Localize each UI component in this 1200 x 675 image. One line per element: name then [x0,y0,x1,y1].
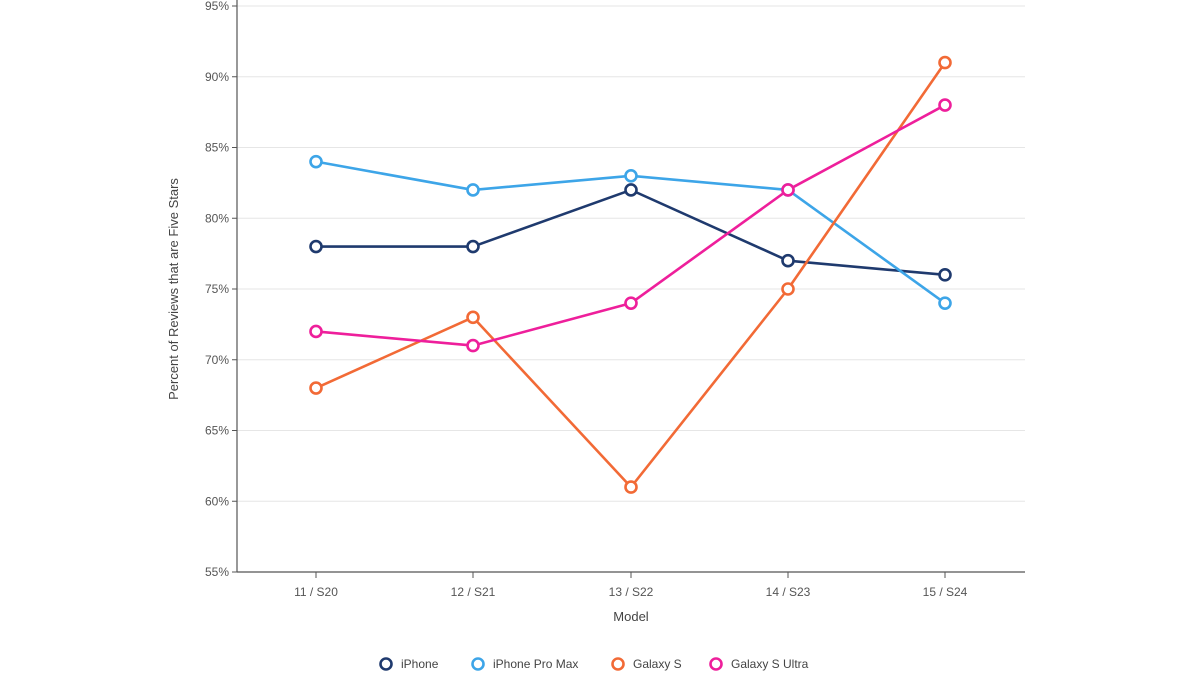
legend-marker [471,657,485,671]
y-axis-ticks: 55% 60% 65% 70% 75% 80% 85% 90% 95% [205,0,237,579]
x-axis-ticks: 11 / S20 12 / S21 13 / S22 14 / S23 15 / S24 [294,572,968,599]
data-point-iphone-pro-max [938,296,952,310]
data-point-iphone [309,239,323,254]
data-point-iphone [624,183,638,197]
legend-label: iPhone Pro Max [493,657,578,671]
y-tick-label: 65% [205,424,229,438]
legend: iPhone iPhone Pro Max Galaxy S Galaxy S Ult… [379,657,809,671]
legend-item-galaxy-s-ultra: Galaxy S Ultra [709,657,809,671]
legend-item-iphone-pro-max: iPhone Pro Max [471,657,578,671]
data-point-galaxy-s [781,282,795,296]
legend-item-galaxy-s: Galaxy S [611,657,682,671]
legend-label: Galaxy S [633,657,682,671]
data-point-galaxy-s-ultra [938,98,952,112]
legend-marker [709,657,723,671]
y-tick-label: 55% [205,565,229,579]
data-point-galaxy-s-ultra [781,183,795,197]
data-point-galaxy-s-ultra [624,296,638,310]
data-point-galaxy-s-ultra [309,324,323,339]
legend-item-iphone: iPhone [379,657,439,671]
data-point-galaxy-s [466,310,480,325]
data-point-iphone-pro-max [624,169,638,183]
x-tick-label: 12 / S21 [451,585,496,599]
y-tick-label: 80% [205,211,229,225]
data-point-galaxy-s [624,480,638,494]
data-point-iphone [466,239,480,254]
y-axis-title: Percent of Reviews that are Five Stars [166,178,181,400]
y-tick-label: 70% [205,353,229,367]
data-point-iphone-pro-max [309,154,323,169]
x-tick-label: 11 / S20 [294,585,338,599]
legend-marker [611,657,625,671]
y-tick-label: 90% [205,70,229,84]
legend-label: iPhone [401,657,439,671]
data-point-iphone-pro-max [466,183,480,197]
x-axis-title: Model [613,609,649,624]
data-point-iphone [781,253,795,268]
legend-label: Galaxy S Ultra [731,657,809,671]
series-line-iphone-pro-max [314,160,947,305]
grid-lines [237,5,1025,502]
y-tick-label: 95% [205,0,229,13]
series-lines [314,61,947,489]
series-line-iphone [314,188,947,277]
series-points [309,55,952,494]
x-tick-label: 15 / S24 [923,585,968,599]
series-line-galaxy-s [314,61,947,489]
data-point-iphone [938,268,952,282]
data-point-galaxy-s-ultra [466,338,480,353]
y-tick-label: 75% [205,282,229,296]
x-tick-label: 13 / S22 [609,585,654,599]
data-point-galaxy-s [309,381,323,395]
legend-marker [379,657,393,671]
y-tick-label: 60% [205,494,229,508]
data-point-galaxy-s [938,55,952,70]
y-tick-label: 85% [205,141,229,155]
x-tick-label: 14 / S23 [766,585,811,599]
